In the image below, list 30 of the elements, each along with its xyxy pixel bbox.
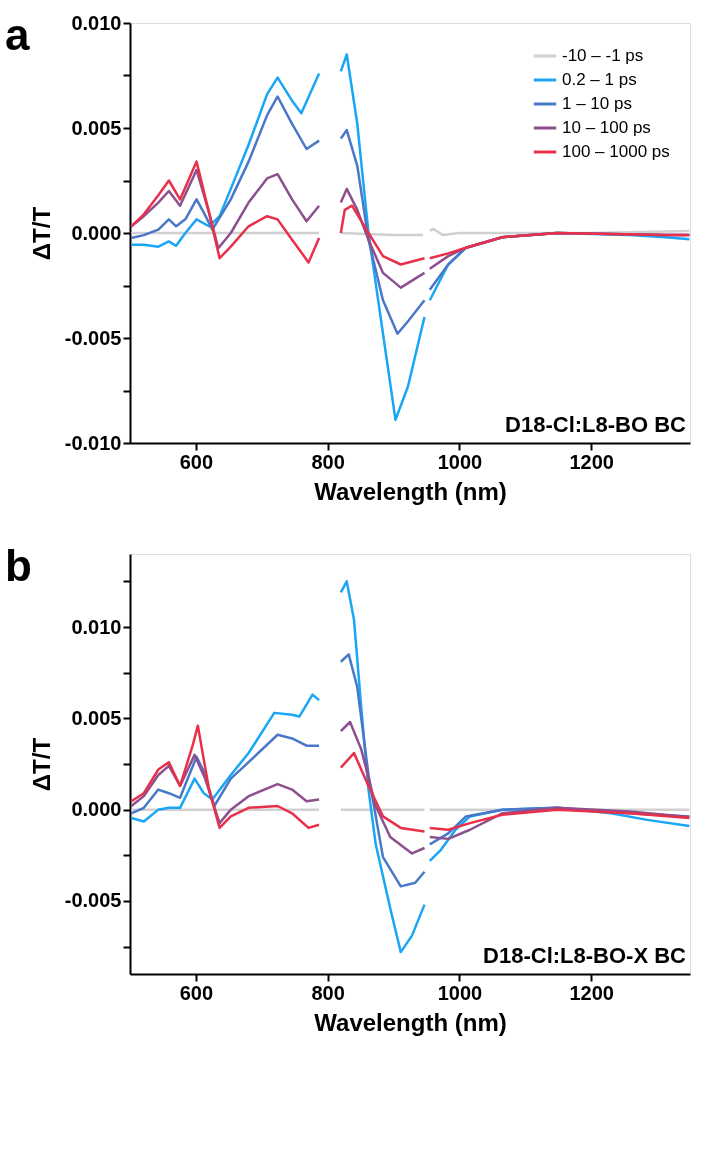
- y-tick-label: 0.000: [71, 798, 122, 821]
- x-tick-label: 1000: [437, 981, 483, 1004]
- annotation: D18-Cl:L8-BO-X BC: [483, 943, 687, 968]
- annotation: D18-Cl:L8-BO BC: [505, 412, 687, 437]
- y-tick-label: -0.005: [64, 326, 122, 349]
- x-tick-label: 600: [179, 981, 214, 1004]
- x-tick-label: 1000: [437, 450, 483, 473]
- legend-label: 100 – 1000 ps: [562, 142, 670, 161]
- x-axis-title: Wavelength (nm): [314, 1008, 507, 1036]
- legend-label: 0.2 – 1 ps: [562, 70, 637, 89]
- x-tick-label: 600: [179, 450, 214, 473]
- y-tick-label: -0.005: [64, 889, 122, 912]
- y-tick-label: 0.000: [71, 221, 122, 244]
- x-tick-label: 1200: [569, 450, 614, 473]
- y-axis-title: ΔT/T: [27, 206, 55, 261]
- y-tick-label: 0.005: [71, 706, 122, 729]
- y-tick-label: 0.005: [71, 116, 122, 139]
- y-tick-label: 0.010: [71, 615, 122, 638]
- legend-label: -10 – -1 ps: [562, 46, 644, 65]
- y-tick-label: -0.010: [64, 431, 122, 454]
- x-tick-label: 800: [311, 981, 345, 1004]
- text: a: [5, 10, 30, 59]
- x-axis-title: Wavelength (nm): [314, 477, 507, 505]
- x-tick-label: 800: [311, 450, 345, 473]
- x-tick-label: 1200: [569, 981, 614, 1004]
- y-tick-label: 0.010: [71, 11, 122, 34]
- text: b: [5, 541, 32, 590]
- legend-label: 1 – 10 ps: [562, 94, 632, 113]
- y-axis-title: ΔT/T: [27, 737, 55, 792]
- legend-label: 10 – 100 ps: [562, 118, 651, 137]
